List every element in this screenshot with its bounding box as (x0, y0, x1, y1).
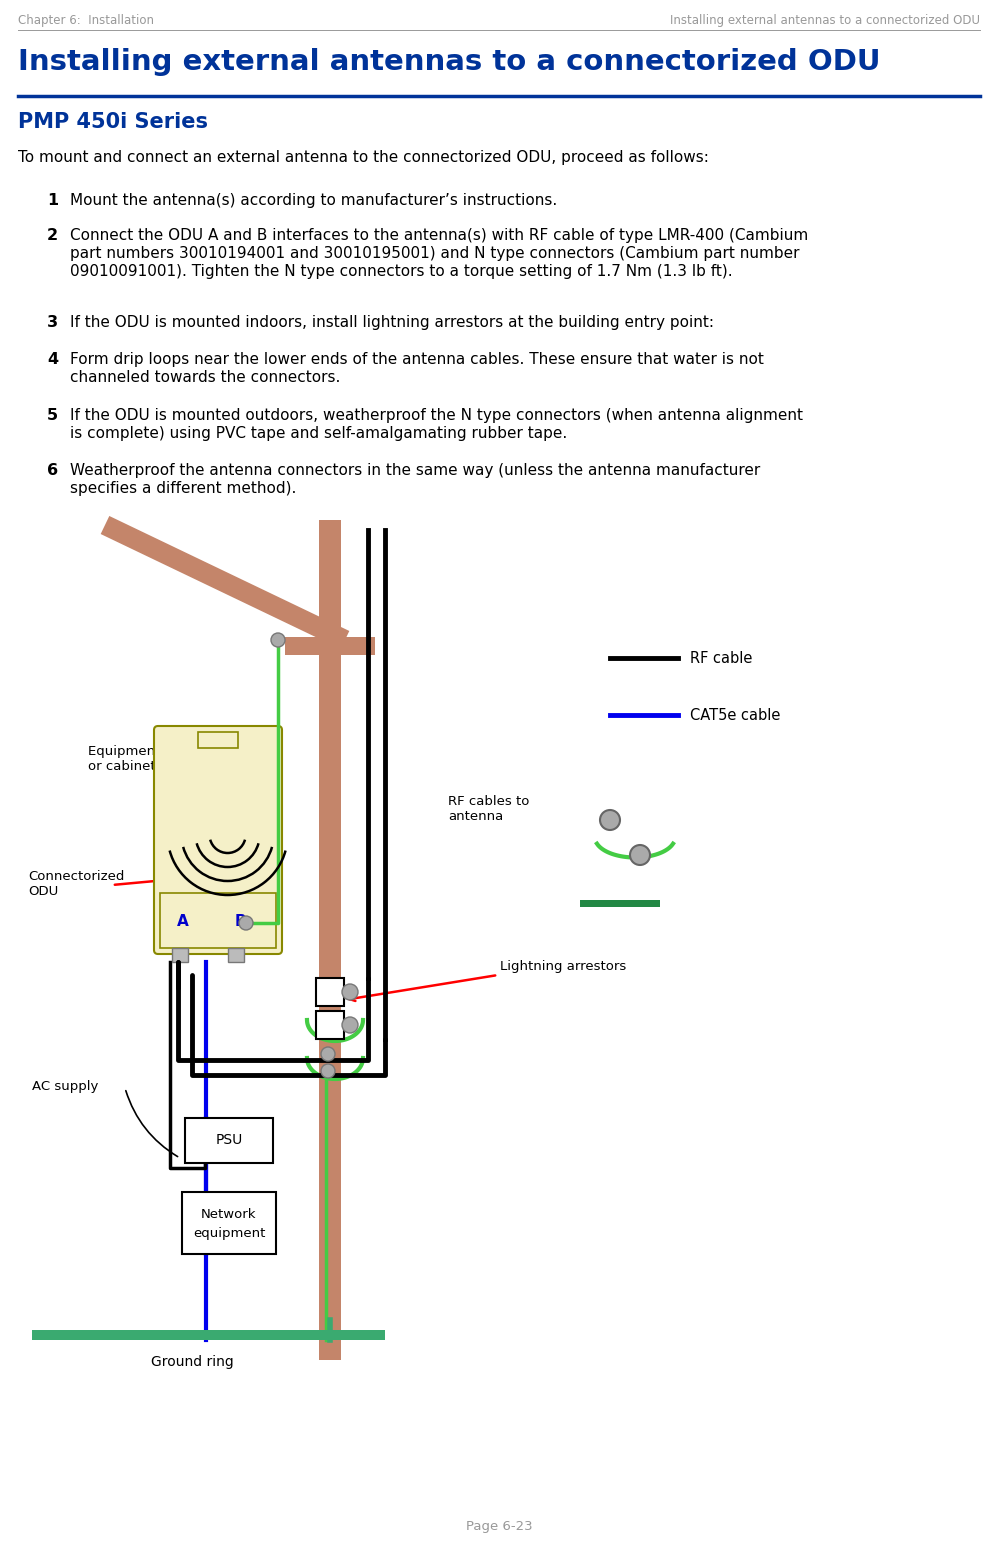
Polygon shape (101, 517, 349, 649)
Text: RF cables to
antenna: RF cables to antenna (448, 795, 529, 823)
Text: channeled towards the connectors.: channeled towards the connectors. (70, 370, 340, 384)
Circle shape (271, 633, 285, 647)
Text: equipment: equipment (193, 1226, 265, 1240)
Bar (319, 520, 341, 1360)
Text: B: B (235, 913, 246, 929)
Text: AC supply: AC supply (32, 1080, 99, 1092)
Circle shape (600, 811, 620, 829)
Text: Installing external antennas to a connectorized ODU: Installing external antennas to a connec… (670, 14, 980, 26)
Text: Equipment building
or cabinet: Equipment building or cabinet (88, 745, 219, 773)
Text: Ground ring: Ground ring (151, 1355, 234, 1369)
Text: 2: 2 (47, 229, 58, 243)
Text: CAT5e cable: CAT5e cable (690, 708, 780, 722)
Text: 09010091001). Tighten the N type connectors to a torque setting of 1.7 Nm (1.3 l: 09010091001). Tighten the N type connect… (70, 265, 733, 279)
Text: Network: Network (202, 1209, 256, 1221)
Circle shape (321, 1047, 335, 1061)
Bar (172, 948, 188, 962)
Circle shape (321, 1064, 335, 1078)
Text: part numbers 30010194001 and 30010195001) and N type connectors (Cambium part nu: part numbers 30010194001 and 30010195001… (70, 246, 799, 261)
Text: 3: 3 (47, 314, 58, 330)
Text: PSU: PSU (216, 1133, 243, 1147)
Circle shape (342, 983, 358, 1001)
Text: RF cable: RF cable (690, 650, 752, 666)
Text: 5: 5 (47, 408, 58, 423)
Text: 4: 4 (47, 352, 58, 367)
Bar (285, 636, 375, 655)
Text: specifies a different method).: specifies a different method). (70, 481, 296, 496)
Text: Installing external antennas to a connectorized ODU: Installing external antennas to a connec… (18, 48, 880, 76)
Bar (182, 1192, 276, 1254)
Text: Lightning arrestors: Lightning arrestors (500, 960, 627, 972)
Text: A: A (177, 913, 189, 929)
Text: If the ODU is mounted outdoors, weatherproof the N type connectors (when antenna: If the ODU is mounted outdoors, weatherp… (70, 408, 803, 423)
Bar (32, 1330, 385, 1340)
Text: 6: 6 (47, 464, 58, 478)
Text: 1: 1 (47, 193, 58, 209)
Bar (185, 1119, 273, 1162)
Text: is complete) using PVC tape and self-amalgamating rubber tape.: is complete) using PVC tape and self-ama… (70, 426, 567, 440)
Text: Form drip loops near the lower ends of the antenna cables. These ensure that wat: Form drip loops near the lower ends of t… (70, 352, 763, 367)
Bar (198, 731, 238, 748)
Text: PMP 450i Series: PMP 450i Series (18, 112, 208, 132)
Bar (228, 948, 244, 962)
Bar (316, 1011, 344, 1039)
Bar (580, 899, 660, 907)
Text: Mount the antenna(s) according to manufacturer’s instructions.: Mount the antenna(s) according to manufa… (70, 193, 557, 209)
Circle shape (630, 845, 650, 865)
Bar (316, 979, 344, 1007)
Text: Connectorized
ODU: Connectorized ODU (28, 870, 125, 898)
Circle shape (239, 916, 253, 930)
Text: Weatherproof the antenna connectors in the same way (unless the antenna manufact: Weatherproof the antenna connectors in t… (70, 464, 760, 478)
FancyBboxPatch shape (154, 727, 282, 954)
Text: Chapter 6:  Installation: Chapter 6: Installation (18, 14, 154, 26)
Bar (160, 893, 276, 948)
Circle shape (342, 1018, 358, 1033)
Text: To mount and connect an external antenna to the connectorized ODU, proceed as fo: To mount and connect an external antenna… (18, 149, 709, 165)
Text: Page 6-23: Page 6-23 (466, 1520, 532, 1533)
Text: Connect the ODU A and B interfaces to the antenna(s) with RF cable of type LMR-4: Connect the ODU A and B interfaces to th… (70, 229, 808, 243)
Text: If the ODU is mounted indoors, install lightning arrestors at the building entry: If the ODU is mounted indoors, install l… (70, 314, 714, 330)
